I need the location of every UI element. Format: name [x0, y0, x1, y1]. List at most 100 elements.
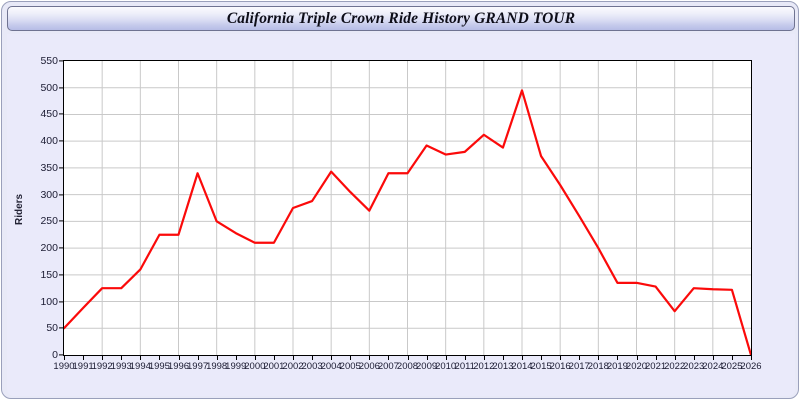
x-tick-label: 2007 — [377, 361, 399, 372]
x-tick-mark — [235, 355, 237, 360]
y-tick-mark — [59, 354, 64, 356]
x-tick-mark — [83, 355, 85, 360]
x-tick-mark — [273, 355, 275, 360]
y-tick-mark — [59, 247, 64, 249]
x-tick-label: 2014 — [511, 361, 533, 372]
y-tick-mark — [59, 194, 64, 196]
x-tick-label: 2006 — [358, 361, 380, 372]
x-tick-label: 2012 — [473, 361, 495, 372]
x-tick-label: 1999 — [225, 361, 247, 372]
x-tick-mark — [178, 355, 180, 360]
x-tick-mark — [102, 355, 104, 360]
x-tick-label: 2008 — [396, 361, 419, 372]
x-tick-label: 1990 — [53, 361, 75, 372]
x-tick-label: 1997 — [187, 361, 209, 372]
y-tick-mark — [59, 60, 64, 62]
x-tick-label: 2020 — [625, 361, 648, 372]
gridlines — [64, 61, 751, 355]
riders-line-series — [64, 89, 751, 355]
x-tick-label: 2026 — [740, 361, 762, 372]
x-tick-mark — [522, 355, 523, 360]
y-tick-mark — [59, 300, 64, 302]
x-tick-mark — [64, 355, 65, 360]
x-tick-mark — [731, 355, 733, 360]
x-tick-label: 2019 — [606, 361, 628, 372]
x-tick-label: 2023 — [683, 361, 705, 372]
x-tick-mark — [598, 355, 600, 360]
y-tick-mark — [59, 87, 64, 89]
x-tick-mark — [159, 355, 161, 360]
x-tick-mark — [655, 355, 657, 360]
y-tick-mark — [59, 274, 64, 276]
x-tick-mark — [693, 355, 695, 360]
x-tick-label: 2011 — [454, 361, 475, 372]
x-tick-mark — [579, 355, 581, 360]
x-tick-label: 2024 — [702, 361, 724, 372]
x-tick-label: 2017 — [568, 361, 590, 372]
x-tick-label: 1998 — [206, 361, 228, 372]
x-tick-label: 2013 — [492, 361, 514, 372]
title-bar: California Triple Crown Ride History GRA… — [7, 6, 795, 31]
x-tick-label: 2022 — [664, 361, 686, 372]
y-tick-label: 250 — [40, 215, 58, 228]
x-tick-mark — [388, 355, 390, 360]
y-tick-label: 200 — [40, 242, 58, 255]
x-tick-mark — [541, 355, 543, 360]
x-tick-mark — [293, 355, 294, 360]
x-tick-mark — [312, 355, 314, 360]
y-tick-label: 550 — [40, 55, 58, 67]
x-tick-label: 2016 — [549, 361, 571, 372]
y-tick-label: 400 — [40, 135, 58, 148]
x-tick-mark — [712, 355, 714, 360]
y-tick-label: 350 — [40, 161, 58, 174]
y-tick-label: 450 — [40, 108, 58, 121]
y-tick-mark — [59, 140, 64, 142]
plot-area: 0 50 100 150 200 250 300 350 400 450 500 550 1990 19… — [40, 55, 761, 372]
x-tick-label: 1993 — [110, 361, 132, 372]
page-title: California Triple Crown Ride History GRA… — [226, 9, 576, 27]
x-tick-label: 2018 — [587, 361, 609, 372]
x-tick-mark — [464, 355, 466, 360]
x-tick-label: 2001 — [263, 361, 285, 372]
x-tick-mark — [483, 355, 485, 360]
x-tick-mark — [216, 355, 218, 360]
y-tick-label: 0 — [52, 349, 58, 361]
x-tick-label: 2009 — [416, 361, 438, 372]
x-tick-mark — [560, 355, 562, 360]
x-tick-label: 1994 — [129, 361, 151, 372]
x-tick-label: 1992 — [91, 361, 113, 372]
x-tick-mark — [369, 355, 371, 360]
x-tick-label: 2025 — [721, 361, 743, 372]
x-tick-label: 2004 — [320, 361, 342, 372]
y-tick-label: 150 — [40, 268, 58, 281]
y-tick-label: 100 — [40, 295, 58, 308]
x-tick-label: 2005 — [339, 361, 361, 372]
x-tick-mark — [636, 355, 638, 360]
y-tick-label: 500 — [40, 81, 58, 94]
x-tick-label: 2015 — [530, 361, 552, 372]
x-tick-label: 1996 — [167, 361, 190, 372]
x-tick-mark — [197, 355, 199, 360]
x-tick-mark — [617, 355, 619, 360]
x-tick-mark — [254, 355, 256, 360]
y-tick-mark — [59, 167, 64, 169]
x-tick-mark — [426, 355, 428, 360]
x-tick-label: 2002 — [282, 361, 304, 372]
x-tick-mark — [140, 355, 142, 360]
x-tick-label: 2010 — [435, 361, 457, 372]
x-tick-mark — [674, 355, 676, 360]
y-axis-label: Riders — [14, 193, 25, 225]
x-tick-mark — [502, 355, 504, 360]
x-tick-mark — [751, 355, 752, 360]
x-tick-mark — [445, 355, 447, 360]
y-tick-mark — [59, 327, 64, 329]
x-tick-mark — [331, 355, 333, 360]
x-tick-label: 2021 — [645, 361, 667, 372]
x-tick-mark — [407, 355, 409, 360]
x-tick-mark — [121, 355, 123, 360]
y-tick-label: 300 — [40, 188, 58, 201]
y-tick-mark — [59, 113, 64, 115]
x-tick-label: 2003 — [301, 361, 323, 372]
